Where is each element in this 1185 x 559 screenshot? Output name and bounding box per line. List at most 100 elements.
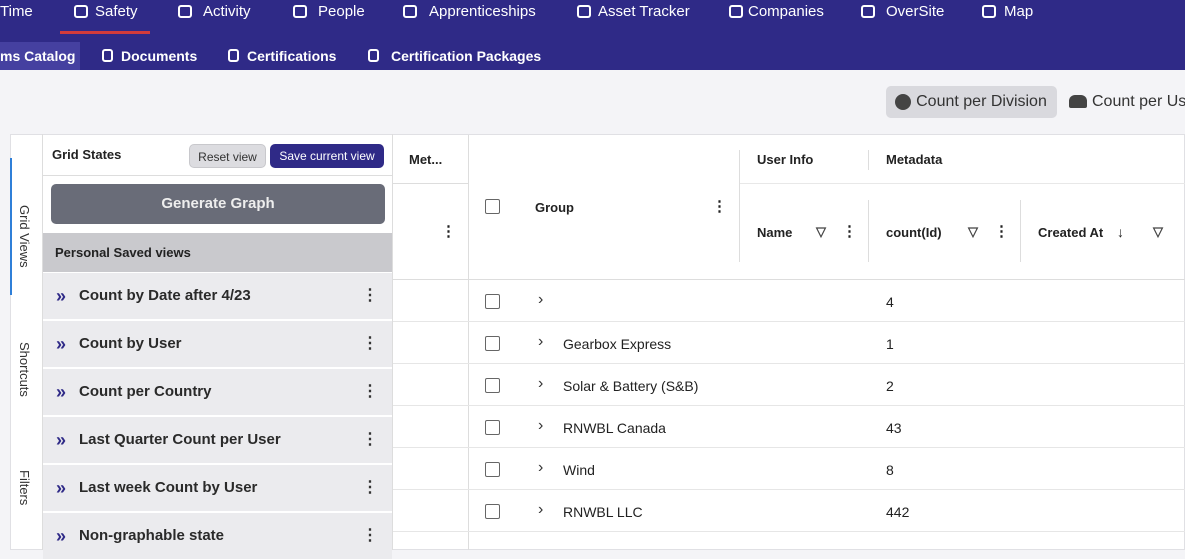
- saved-view-label: Last week Count by User: [79, 479, 258, 496]
- view-button[interactable]: Count per Us: [1066, 86, 1185, 118]
- row-border: [393, 447, 1185, 448]
- row-checkbox[interactable]: [485, 378, 500, 393]
- divider: [740, 183, 1185, 184]
- row-border: [393, 405, 1185, 406]
- filter-icon[interactable]: ▽: [968, 224, 978, 239]
- expand-icon[interactable]: ›: [538, 291, 544, 308]
- save-button[interactable]: Save current view: [270, 144, 384, 168]
- menu-icon[interactable]: ⋮: [362, 383, 378, 400]
- menu-icon[interactable]: ⋮: [362, 431, 378, 448]
- filter-icon[interactable]: ▽: [1153, 224, 1163, 239]
- top-nav: [0, 0, 1185, 70]
- subnav-item[interactable]: ms Catalog: [0, 48, 76, 64]
- saved-view-item[interactable]: » Last Quarter Count per User ⋮: [43, 417, 392, 463]
- saved-view-item[interactable]: » Non-graphable state ⋮: [43, 513, 392, 559]
- row-checkbox[interactable]: [485, 420, 500, 435]
- expand-icon[interactable]: ›: [538, 375, 544, 392]
- view-button[interactable]: Count per Division: [886, 86, 1057, 118]
- chevron-icon: »: [56, 526, 67, 546]
- chevron-icon: »: [56, 334, 67, 354]
- subnav-icon: [368, 49, 379, 62]
- subnav-icon: [228, 49, 239, 62]
- nav-icon: [729, 5, 743, 18]
- side-tab[interactable]: Filters: [17, 470, 32, 506]
- group-cell: RNWBL Canada: [563, 420, 666, 436]
- saved-view-item[interactable]: » Count by Date after 4/23 ⋮: [43, 273, 392, 319]
- group-cell: Wind: [563, 462, 595, 478]
- view-button-label: Count per Division: [916, 93, 1047, 110]
- side-tab[interactable]: Shortcuts: [17, 342, 32, 397]
- nav-icon: [861, 5, 875, 18]
- row-checkbox[interactable]: [485, 336, 500, 351]
- saved-view-item[interactable]: » Count by User ⋮: [43, 321, 392, 367]
- row-border: [393, 489, 1185, 490]
- nav-item[interactable]: Time: [0, 3, 33, 20]
- nav-icon: [293, 5, 307, 18]
- menu-icon[interactable]: ⋮: [441, 223, 456, 240]
- nav-item[interactable]: Map: [1004, 3, 1034, 20]
- side-tab[interactable]: Grid Views: [17, 205, 32, 268]
- group-cell: Gearbox Express: [563, 336, 672, 352]
- row-checkbox[interactable]: [485, 294, 500, 309]
- nav-item[interactable]: Apprenticeships: [429, 3, 536, 20]
- expand-icon[interactable]: ›: [538, 501, 544, 518]
- subnav-icon: [102, 49, 113, 62]
- divider: [468, 135, 469, 550]
- menu-icon[interactable]: ⋮: [842, 223, 857, 240]
- menu-icon[interactable]: ⋮: [362, 479, 378, 496]
- nav-item[interactable]: OverSite: [886, 3, 945, 20]
- column-header[interactable]: Met...: [409, 152, 443, 167]
- saved-view-label: Non-graphable state: [79, 527, 225, 544]
- filter-icon[interactable]: ▽: [816, 224, 826, 239]
- count-cell: 442: [886, 504, 910, 520]
- saved-view-label: Count by Date after 4/23: [79, 287, 251, 304]
- saved-view-item[interactable]: » Count per Country ⋮: [43, 369, 392, 415]
- subnav-item[interactable]: Certifications: [247, 48, 337, 64]
- nav-item[interactable]: Activity: [203, 3, 251, 20]
- divider: [739, 150, 740, 262]
- expand-icon[interactable]: ›: [538, 459, 544, 476]
- header-border: [393, 279, 1185, 280]
- row-checkbox[interactable]: [485, 504, 500, 519]
- row-checkbox[interactable]: [485, 462, 500, 477]
- saved-view-item[interactable]: » Last week Count by User ⋮: [43, 465, 392, 511]
- divider: [1020, 200, 1021, 262]
- chevron-icon: »: [56, 478, 67, 498]
- column-header[interactable]: count(Id): [886, 225, 942, 240]
- column-header[interactable]: Group: [535, 200, 574, 215]
- nav-item[interactable]: Safety: [95, 3, 138, 20]
- view-button-label: Count per Us: [1092, 93, 1185, 110]
- menu-icon[interactable]: ⋮: [994, 223, 1009, 240]
- select-all-checkbox[interactable]: [485, 199, 500, 214]
- menu-icon[interactable]: ⋮: [712, 198, 727, 215]
- sort-icon[interactable]: ↓: [1117, 224, 1124, 240]
- row-border: [393, 321, 1185, 322]
- menu-icon[interactable]: ⋮: [362, 335, 378, 352]
- column-header[interactable]: Name: [757, 225, 793, 240]
- saved-view-label: Count per Country: [79, 383, 212, 400]
- expand-icon[interactable]: ›: [538, 333, 544, 350]
- count-cell: 8: [886, 462, 894, 478]
- reset-button[interactable]: Reset view: [189, 144, 266, 168]
- generate-graph-button[interactable]: Generate Graph: [51, 184, 385, 224]
- active-tab-indicator: [10, 158, 12, 295]
- row-border: [393, 363, 1185, 364]
- nav-item[interactable]: People: [318, 3, 365, 20]
- menu-icon[interactable]: ⋮: [362, 287, 378, 304]
- nav-icon: [403, 5, 417, 18]
- column-header[interactable]: Created At: [1038, 225, 1104, 240]
- menu-icon[interactable]: ⋮: [1179, 224, 1185, 240]
- nav-icon: [178, 5, 192, 18]
- divider: [392, 134, 393, 550]
- expand-icon[interactable]: ›: [538, 417, 544, 434]
- menu-icon[interactable]: ⋮: [362, 527, 378, 544]
- count-cell: 4: [886, 294, 894, 310]
- nav-item[interactable]: Asset Tracker: [598, 3, 690, 20]
- subnav-item[interactable]: Documents: [121, 48, 198, 64]
- nav-item[interactable]: Companies: [748, 3, 824, 20]
- subnav-item[interactable]: Certification Packages: [391, 48, 542, 64]
- group-cell: Solar & Battery (S&B): [563, 378, 699, 394]
- saved-view-label: Last Quarter Count per User: [79, 431, 281, 448]
- chevron-icon: »: [56, 286, 67, 306]
